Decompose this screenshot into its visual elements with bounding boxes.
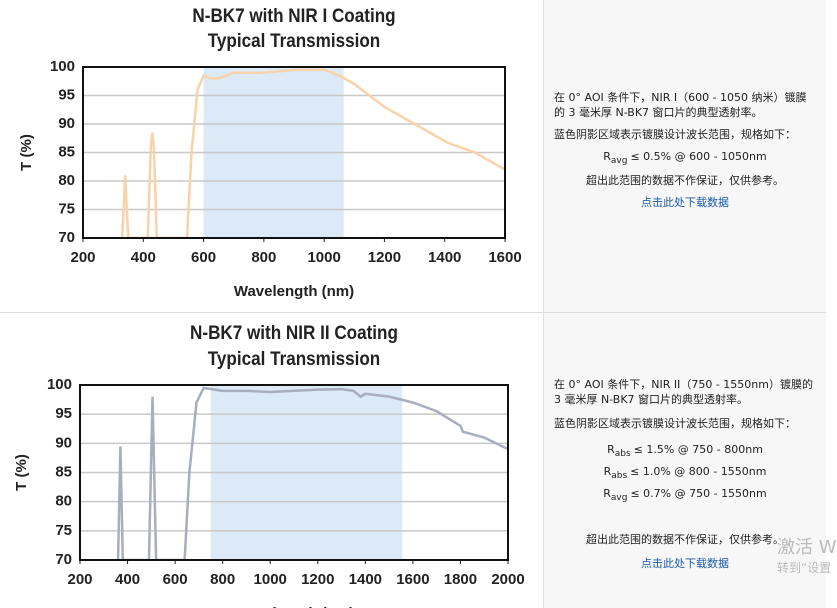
chart-title: Typical Transmission <box>208 30 381 51</box>
spec-heading: 蓝色阴影区域表示镀膜设计波长范围，规格如下： <box>554 417 796 430</box>
disclaimer: 超出此范围的数据不作保证，仅供参考。 <box>586 174 784 188</box>
x-tick-label: 1200 <box>301 571 334 588</box>
spec-symbol: R <box>603 487 611 501</box>
spec-line: Rabs ≤ 1.5% @ 750 - 800nm <box>554 441 816 463</box>
watermark: 激活 W <box>777 537 837 558</box>
y-axis-label: T (%) <box>13 454 30 491</box>
x-tick-label: 600 <box>191 249 216 266</box>
x-tick-label: 1400 <box>349 571 382 588</box>
x-tick-label: 1000 <box>307 249 340 266</box>
y-tick-label: 100 <box>47 376 72 393</box>
x-tick-label: 1600 <box>396 571 429 588</box>
y-tick-label: 90 <box>58 115 75 132</box>
spec-symbol: R <box>607 443 615 456</box>
disclaimer: 超出此范围的数据不作保证，仅供参考。 <box>586 532 784 546</box>
spec-list: Rabs ≤ 1.5% @ 750 - 800nm Rabs ≤ 1.0% @ 800… <box>554 441 816 508</box>
spec-subscript: abs <box>611 471 628 482</box>
spec-text: ≤ 0.7% @ 750 - 1550nm <box>630 487 767 501</box>
x-tick-label: 2000 <box>491 571 524 588</box>
intro: 在 0° AOI 条件下，NIR I（600 - 1050 纳米）镀膜的 3 毫… <box>554 91 807 119</box>
download-link[interactable]: 点击此处下载数据 <box>641 196 729 210</box>
y-tick-label: 85 <box>55 463 72 480</box>
x-axis-label: Wavelength (nm) <box>234 605 354 608</box>
y-tick-label: 80 <box>58 172 75 189</box>
spec-line: Ravg ≤ 0.7% @ 750 - 1550nm <box>554 485 816 507</box>
chart: N-BK7 with NIR I Coating Typical Transmis… <box>18 5 522 300</box>
line-series <box>120 68 505 238</box>
chart-title: N-BK7 with NIR I Coating <box>192 5 395 26</box>
spec-line: Rabs ≤ 1.0% @ 800 - 1550nm <box>554 463 816 485</box>
x-tick-label: 400 <box>131 249 156 266</box>
x-tick-label: 200 <box>67 571 92 588</box>
info-panel: 在 0° AOI 条件下，NIR I（600 - 1050 纳米）镀膜的 3 毫… <box>543 0 826 312</box>
y-tick-label: 85 <box>58 143 75 160</box>
x-tick-label: 800 <box>210 571 235 588</box>
spec-list: Ravg ≤ 0.5% @ 600 - 1050nm <box>554 149 816 169</box>
row-separator <box>0 312 826 313</box>
spec-symbol: R <box>603 150 611 163</box>
spec-text: ≤ 1.5% @ 750 - 800nm <box>633 443 763 456</box>
y-tick-label: 70 <box>55 551 72 568</box>
x-tick-label: 1800 <box>444 571 477 588</box>
spec-text: ≤ 1.0% @ 800 - 1550nm <box>630 465 767 479</box>
y-tick-label: 95 <box>58 86 75 103</box>
y-tick-label: 90 <box>55 434 72 451</box>
watermark: 转到“设置 <box>777 561 832 575</box>
y-tick-label: 70 <box>58 229 75 246</box>
y-tick-label: 100 <box>50 58 75 75</box>
y-tick-label: 80 <box>55 493 72 510</box>
spec-symbol: R <box>603 465 612 479</box>
y-tick-label: 95 <box>55 405 72 422</box>
x-tick-label: 1400 <box>428 249 461 266</box>
spec-subscript: avg <box>610 156 628 167</box>
info-panel: 在 0° AOI 条件下，NIR II（750 - 1550nm）镀膜的 3 毫… <box>543 313 826 608</box>
x-tick-label: 200 <box>70 249 95 266</box>
intro: 在 0° AOI 条件下，NIR II（750 - 1550nm）镀膜的 3 毫… <box>554 378 813 406</box>
x-axis-label: Wavelength (nm) <box>234 283 354 300</box>
spec-subscript: abs <box>614 449 631 460</box>
download-link[interactable]: 点击此处下载数据 <box>641 556 729 570</box>
x-tick-label: 1600 <box>488 249 521 266</box>
plot-frame <box>82 66 506 239</box>
chart-title: N-BK7 with NIR II Coating <box>190 322 398 343</box>
x-tick-label: 1000 <box>254 571 287 588</box>
spec-subscript: avg <box>610 493 628 504</box>
x-tick-label: 600 <box>163 571 188 588</box>
spec-line: Ravg ≤ 0.5% @ 600 - 1050nm <box>554 149 816 169</box>
chart-title: Typical Transmission <box>208 348 381 369</box>
line-series <box>116 386 508 560</box>
chart: N-BK7 with NIR II Coating Typical Transmi… <box>13 322 525 608</box>
x-tick-label: 400 <box>115 571 140 588</box>
plot-frame <box>79 384 509 561</box>
x-tick-label: 1200 <box>368 249 401 266</box>
y-tick-label: 75 <box>55 522 72 539</box>
y-tick-label: 75 <box>58 200 75 217</box>
y-axis-label: T (%) <box>18 134 35 171</box>
x-tick-label: 800 <box>251 249 276 266</box>
spec-heading: 蓝色阴影区域表示镀膜设计波长范围，规格如下： <box>554 128 796 141</box>
spec-text: ≤ 0.5% @ 600 - 1050nm <box>630 150 767 163</box>
